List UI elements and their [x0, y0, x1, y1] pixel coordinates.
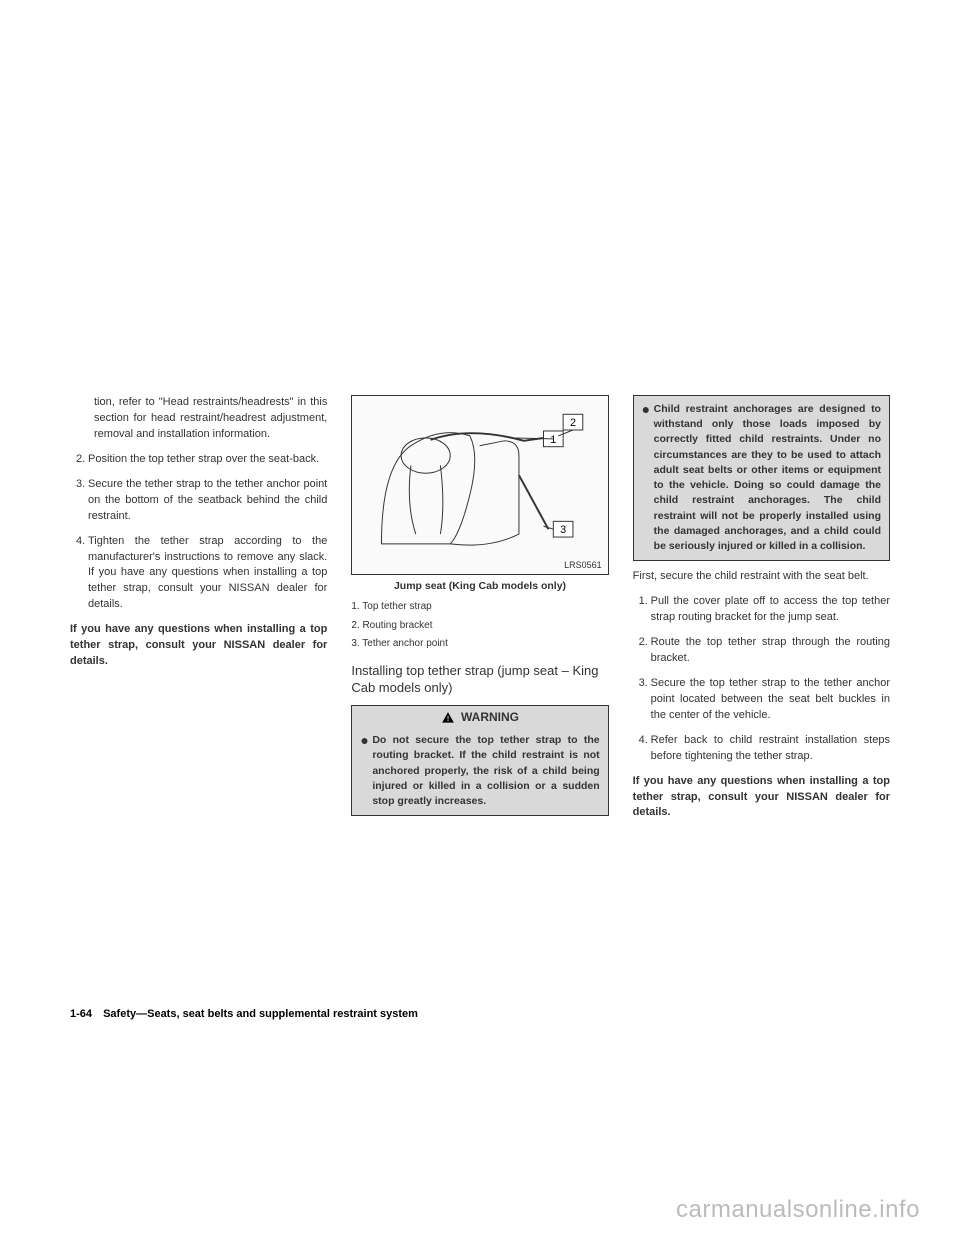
- warning-text-1: Do not secure the top tether strap to th…: [372, 733, 599, 809]
- item-number: 3.: [70, 477, 88, 525]
- item-text: Secure the top tether strap to the tethe…: [651, 676, 890, 724]
- warning-body-continued: ● Child restraint anchorages are designe…: [634, 396, 889, 560]
- page-number: 1-64: [70, 1008, 92, 1020]
- warning-body: ● Do not secure the top tether strap to …: [352, 729, 607, 815]
- item-text: Tighten the tether strap according to th…: [88, 534, 327, 614]
- list-item-4: 4. Tighten the tether strap according to…: [70, 534, 327, 614]
- continued-paragraph: tion, refer to "Head restraints/headrest…: [70, 395, 327, 443]
- bullet-icon: ●: [360, 733, 372, 809]
- item-number: 4.: [70, 534, 88, 614]
- column-2: 2 1 3 LRS0561 Jump seat (King Cab models…: [349, 395, 610, 1015]
- list-item-4: 4. Refer back to child restraint install…: [633, 733, 890, 765]
- bullet-icon: ●: [642, 402, 654, 554]
- column-1: tion, refer to "Head restraints/headrest…: [70, 395, 329, 1015]
- list-item-2: 2. Position the top tether strap over th…: [70, 452, 327, 468]
- watermark: carmanualsonline.info: [676, 1196, 920, 1224]
- callout-1: 1: [551, 434, 557, 446]
- bold-note: If you have any questions when installin…: [633, 774, 890, 822]
- subheading: Installing top tether strap (jump seat –…: [351, 662, 608, 697]
- warning-text-2: Child restraint anchorages are designed …: [654, 402, 881, 554]
- warning-header: ! WARNING: [352, 706, 607, 729]
- item-number: 2.: [633, 635, 651, 667]
- paragraph: First, secure the child restraint with t…: [633, 569, 890, 585]
- list-item-3: 3. Secure the top tether strap to the te…: [633, 676, 890, 724]
- bold-note: If you have any questions when installin…: [70, 622, 327, 670]
- item-number: 2.: [70, 452, 88, 468]
- column-3: ● Child restraint anchorages are designe…: [631, 395, 890, 1015]
- list-item-3: 3. Secure the tether strap to the tether…: [70, 477, 327, 525]
- svg-text:!: !: [447, 715, 449, 722]
- warning-triangle-icon: !: [441, 711, 455, 725]
- item-text: Secure the tether strap to the tether an…: [88, 477, 327, 525]
- list-item-1: 1. Pull the cover plate off to access th…: [633, 594, 890, 626]
- figure-jump-seat: 2 1 3 LRS0561: [351, 395, 608, 575]
- list-item-2: 2. Route the top tether strap through th…: [633, 635, 890, 667]
- legend-item-2: 2. Routing bracket: [351, 619, 608, 634]
- warning-label: WARNING: [461, 709, 519, 726]
- figure-legend: 1. Top tether strap 2. Routing bracket 3…: [351, 600, 608, 652]
- callout-2: 2: [570, 417, 576, 429]
- warning-box-continued: ● Child restraint anchorages are designe…: [633, 395, 890, 561]
- figure-svg: 2 1 3: [352, 396, 607, 574]
- callout-3: 3: [560, 524, 566, 536]
- item-text: Route the top tether strap through the r…: [651, 635, 890, 667]
- manual-page: tion, refer to "Head restraints/headrest…: [0, 0, 960, 1242]
- item-text: Pull the cover plate off to access the t…: [651, 594, 890, 626]
- content-columns: tion, refer to "Head restraints/headrest…: [70, 395, 890, 1015]
- section-title: Safety—Seats, seat belts and supplementa…: [103, 1008, 418, 1020]
- warning-box: ! WARNING ● Do not secure the top tether…: [351, 705, 608, 816]
- figure-code: LRS0561: [564, 559, 602, 572]
- legend-item-3: 3. Tether anchor point: [351, 637, 608, 652]
- legend-item-1: 1. Top tether strap: [351, 600, 608, 615]
- page-footer: 1-64 Safety—Seats, seat belts and supple…: [70, 1008, 418, 1020]
- figure-caption: Jump seat (King Cab models only): [351, 579, 608, 594]
- item-text: Position the top tether strap over the s…: [88, 452, 327, 468]
- item-number: 1.: [633, 594, 651, 626]
- item-number: 4.: [633, 733, 651, 765]
- item-text: Refer back to child restraint installati…: [651, 733, 890, 765]
- item-number: 3.: [633, 676, 651, 724]
